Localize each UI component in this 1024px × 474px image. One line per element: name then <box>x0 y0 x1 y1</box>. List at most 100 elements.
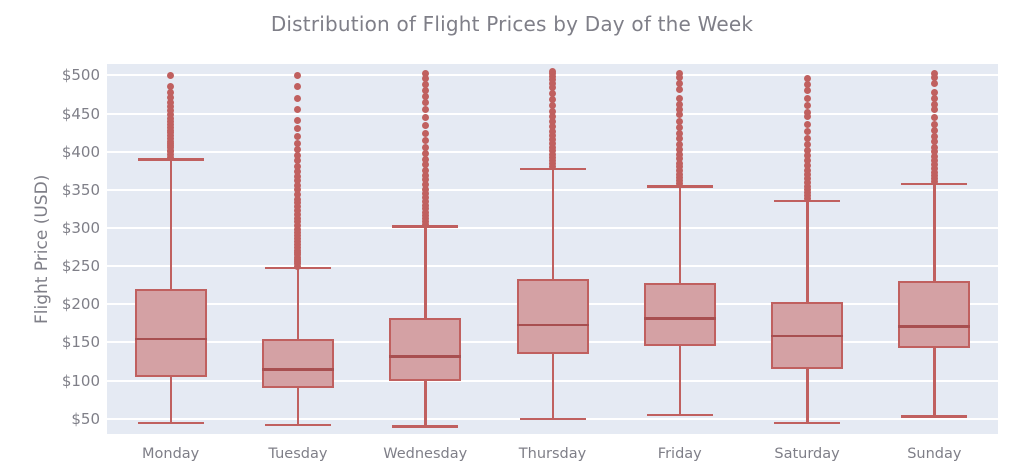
outlier-point <box>421 205 429 213</box>
outlier-point <box>167 110 175 118</box>
outlier-point <box>930 79 938 87</box>
outlier-point <box>421 185 429 193</box>
box-plot-thursday <box>107 64 998 434</box>
lower-whisker <box>169 376 173 423</box>
x-axis-tick-label: Saturday <box>774 446 840 462</box>
outlier-point <box>676 106 684 114</box>
upper-whisker <box>551 168 554 280</box>
outlier-point <box>549 150 556 158</box>
outlier-point <box>930 74 938 82</box>
outlier-point <box>930 161 938 169</box>
outlier-point <box>294 177 302 185</box>
outlier-point <box>421 105 429 113</box>
outlier-point <box>803 127 811 135</box>
outlier-point <box>930 88 938 96</box>
outlier-point <box>167 88 175 96</box>
outlier-point <box>549 79 556 87</box>
lower-whisker-cap <box>646 413 713 417</box>
lower-whisker <box>806 369 809 423</box>
outlier-point <box>803 108 811 116</box>
x-axis-tick-label: Wednesday <box>383 446 468 462</box>
outlier-point <box>549 127 556 135</box>
median-line <box>261 368 334 371</box>
outlier-point <box>294 186 302 194</box>
outlier-point <box>167 94 175 102</box>
outlier-point <box>549 107 556 115</box>
outlier-point <box>676 110 684 118</box>
outlier-point <box>294 94 302 102</box>
median-line <box>134 337 207 341</box>
outlier-point <box>803 102 811 110</box>
outlier-point <box>421 93 429 101</box>
outlier-point <box>421 129 429 137</box>
outlier-point <box>294 145 302 153</box>
outlier-point <box>803 174 811 182</box>
outlier-point <box>676 117 684 125</box>
lower-whisker-cap <box>137 421 204 425</box>
outlier-point <box>803 74 811 82</box>
outlier-point <box>421 181 429 189</box>
outlier-point <box>930 126 938 134</box>
outlier-point <box>421 190 429 198</box>
box-plot-tuesday <box>107 64 998 434</box>
upper-whisker <box>296 267 300 339</box>
median-line <box>771 334 844 338</box>
outlier-point <box>421 69 429 77</box>
outlier-point <box>294 214 302 222</box>
median-line <box>516 323 589 327</box>
upper-whisker <box>424 226 427 319</box>
outlier-point <box>421 197 429 205</box>
outlier-point <box>930 94 938 102</box>
outlier-point <box>930 138 938 146</box>
outlier-point <box>294 157 302 165</box>
outlier-point <box>294 226 302 234</box>
outlier-point <box>803 87 811 95</box>
outlier-point <box>803 171 811 179</box>
outlier-point <box>549 143 556 151</box>
x-axis-tick-label: Friday <box>657 446 702 462</box>
outlier-point <box>676 70 684 78</box>
outlier-point <box>803 81 811 89</box>
outlier-point <box>421 122 429 130</box>
outlier-point <box>167 71 175 79</box>
y-axis-tick-label: $300 <box>61 219 100 238</box>
x-axis-tick-label: Tuesday <box>268 446 328 462</box>
outlier-point <box>930 157 938 165</box>
outlier-point <box>549 96 556 104</box>
box-plot-saturday <box>107 64 998 434</box>
lower-whisker <box>678 346 682 415</box>
outlier-point <box>676 129 684 137</box>
outlier-point <box>549 90 556 98</box>
outlier-point <box>421 201 429 209</box>
median-line <box>389 355 462 358</box>
outlier-point <box>294 71 302 79</box>
outlier-point <box>676 140 684 148</box>
outlier-point <box>676 74 684 82</box>
outlier-point <box>294 132 302 140</box>
lower-whisker-cap <box>392 425 459 428</box>
outlier-point <box>930 148 938 156</box>
outlier-point <box>421 161 429 169</box>
outlier-point <box>803 94 811 102</box>
interquartile-box <box>389 318 462 381</box>
outlier-point <box>294 190 302 198</box>
lower-whisker <box>424 380 427 427</box>
outlier-point <box>803 178 811 186</box>
y-axis-tick-label: $250 <box>61 257 100 276</box>
upper-whisker <box>806 200 809 302</box>
outlier-point <box>549 68 556 76</box>
outlier-point <box>549 102 556 110</box>
outlier-point <box>930 100 938 108</box>
outlier-point <box>803 113 811 121</box>
outlier-point <box>421 113 429 121</box>
x-axis-tick-label: Sunday <box>907 446 962 462</box>
lower-whisker-cap <box>264 423 331 427</box>
outlier-point <box>930 113 938 121</box>
outlier-point <box>421 136 429 144</box>
outlier-point <box>676 155 684 163</box>
y-axis-tick-label: $50 <box>71 409 100 428</box>
outlier-point <box>421 143 429 151</box>
outlier-point <box>549 123 556 131</box>
outlier-point <box>294 222 302 230</box>
outlier-point <box>549 136 556 144</box>
